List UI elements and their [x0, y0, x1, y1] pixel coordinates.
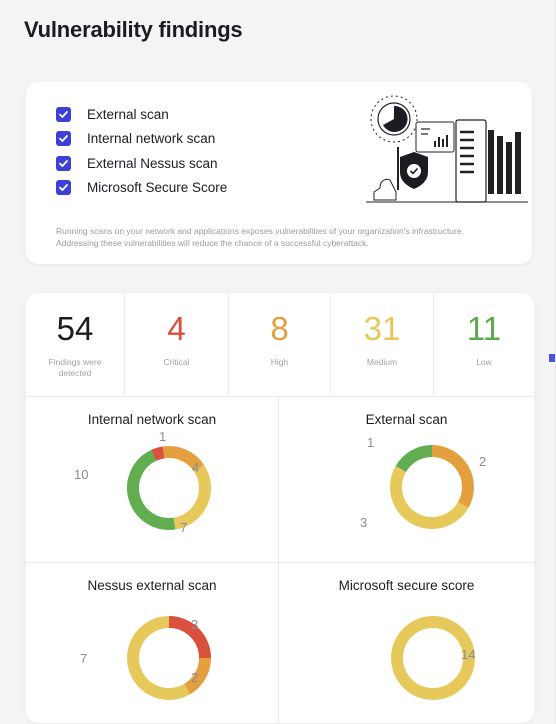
- scan-item-internal-network[interactable]: Internal network scan: [56, 127, 227, 152]
- donut-segment-high: [162, 446, 205, 472]
- donut-value-label: 2: [479, 454, 487, 469]
- chart-title: Nessus external scan: [87, 578, 217, 593]
- stat-value: 54: [56, 310, 94, 347]
- donut-segment-medium: [391, 616, 475, 700]
- donut-value-label: 1: [367, 435, 375, 450]
- scan-description: Running scans on your network and applic…: [56, 226, 464, 248]
- donut-value-label: 7: [180, 520, 188, 535]
- donut-chart: [127, 616, 211, 700]
- checkbox-checked-icon[interactable]: [56, 131, 71, 147]
- donut-segment-critical: [151, 446, 165, 461]
- donut-segment-high: [431, 445, 474, 508]
- donut-value-label: 4: [192, 460, 200, 475]
- donut-value-label: 3: [360, 515, 368, 530]
- donut-value-label: 3: [191, 617, 199, 632]
- stat-value: 11: [466, 310, 502, 347]
- donut-chart: [391, 616, 475, 700]
- chart-panel-nessus-external: Nessus external scan 3 2 7: [26, 563, 278, 723]
- stat-value: 8: [270, 310, 289, 347]
- checkbox-checked-icon[interactable]: [56, 106, 71, 122]
- stat-low: 11 Low: [434, 293, 534, 396]
- stat-high: 8 High: [229, 293, 331, 396]
- donut-segment-low: [395, 445, 433, 473]
- donut-segment-high: [183, 657, 211, 695]
- stat-label: High: [270, 357, 289, 367]
- chart-panel-microsoft-secure-score: Microsoft secure score 14: [279, 563, 534, 723]
- donut-segment-critical: [168, 616, 211, 659]
- security-scan-illustration: [366, 95, 528, 203]
- stat-total-findings: 54 Findings were detected: [26, 293, 125, 396]
- stat-value: 4: [167, 310, 186, 347]
- stat-critical: 4 Critical: [125, 293, 229, 396]
- scan-item-external-nessus[interactable]: External Nessus scan: [56, 151, 227, 176]
- chart-title: External scan: [365, 412, 448, 427]
- scan-label: Microsoft Secure Score: [87, 180, 228, 196]
- chart-title: Internal network scan: [87, 412, 217, 427]
- divider: [26, 396, 534, 397]
- donut-value-label: 2: [191, 670, 199, 685]
- divider: [278, 396, 279, 723]
- scan-label: External Nessus scan: [87, 155, 218, 171]
- scan-list: External scan Internal network scan Exte…: [56, 102, 227, 200]
- donut-value-label: 7: [80, 651, 88, 666]
- donut-chart: [390, 445, 474, 529]
- stat-label: Medium: [366, 357, 398, 367]
- page-title: Vulnerability findings: [24, 17, 243, 42]
- donut-value-label: 1: [159, 429, 167, 444]
- donut-segment-medium: [390, 466, 469, 529]
- scan-item-external[interactable]: External scan: [56, 102, 227, 127]
- checkbox-checked-icon[interactable]: [56, 180, 71, 196]
- chart-title: Microsoft secure score: [338, 578, 475, 593]
- donut-segment-low: [127, 449, 176, 530]
- stat-medium: 31 Medium: [331, 293, 434, 396]
- donut-segment-medium: [173, 465, 211, 530]
- donut-value-label: 14: [461, 647, 476, 662]
- donut-value-label: 10: [74, 467, 89, 482]
- scan-label: Internal network scan: [87, 131, 216, 147]
- findings-summary-card: 54 Findings were detected 4 Critical 8 H…: [26, 293, 534, 723]
- stat-value: 31: [363, 310, 401, 347]
- scan-item-microsoft-secure-score[interactable]: Microsoft Secure Score: [56, 176, 227, 201]
- checkbox-checked-icon[interactable]: [56, 155, 71, 171]
- scan-sources-card: External scan Internal network scan Exte…: [26, 82, 532, 264]
- donut-chart: [127, 446, 211, 530]
- chart-panel-external-scan: External scan 2 3 1: [279, 397, 534, 562]
- donut-segment-medium: [127, 616, 190, 700]
- stat-label: Low: [476, 357, 492, 367]
- scan-label: External scan: [87, 106, 169, 122]
- stat-label: Critical: [163, 357, 190, 367]
- chart-panel-internal-network: Internal network scan 1 4 7 10: [26, 397, 278, 562]
- severity-stats-row: 54 Findings were detected 4 Critical 8 H…: [26, 293, 534, 396]
- divider: [26, 562, 534, 563]
- scroll-indicator: [549, 354, 555, 362]
- stat-label: Findings were detected: [48, 357, 102, 378]
